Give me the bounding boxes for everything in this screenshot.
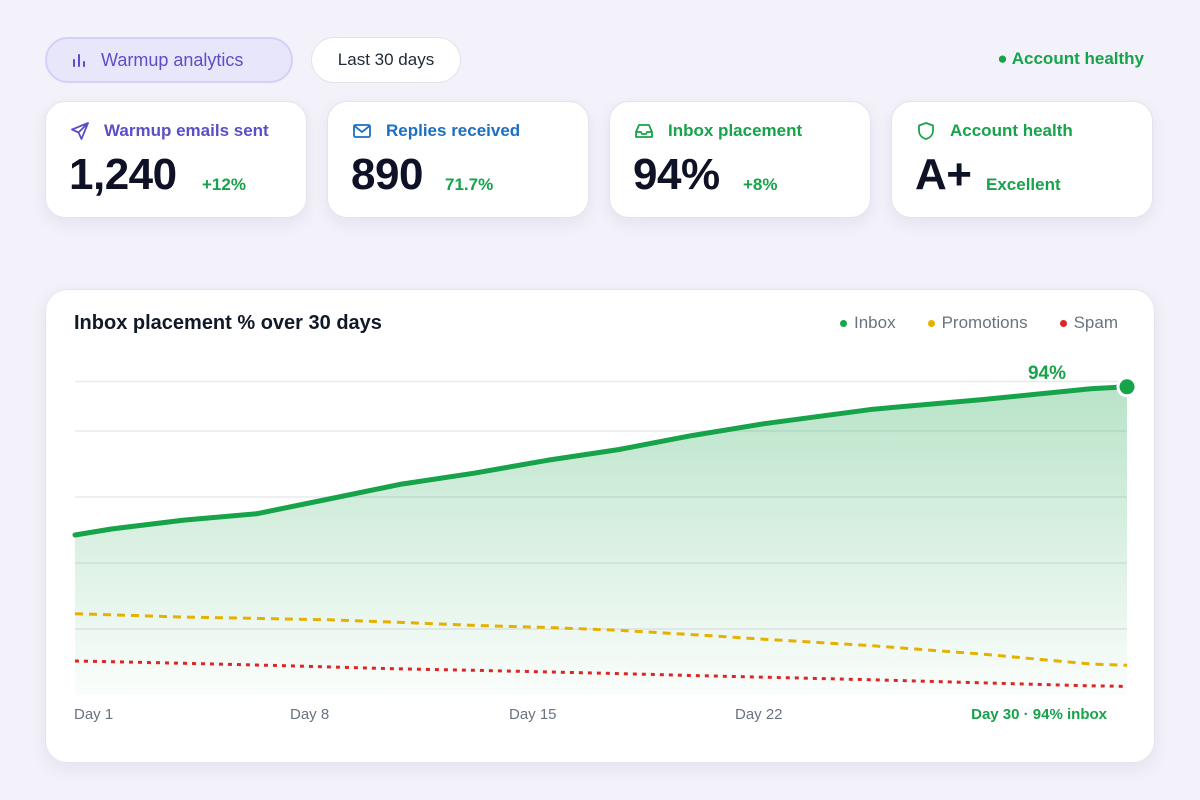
- legend-dot: [927, 319, 935, 327]
- x-axis-label: Day 15: [509, 706, 557, 723]
- shield-icon: [916, 121, 936, 141]
- stat-delta: Excellent: [986, 175, 1061, 194]
- series-area-inbox: [75, 386, 1127, 695]
- legend-item-inbox: Inbox: [840, 313, 896, 333]
- stat-value: 1,240: [69, 150, 177, 199]
- stat-label: Inbox placement: [668, 121, 803, 140]
- series-line-inbox: [72, 384, 1130, 538]
- x-axis-end-label: Day 30 · 94% inbox: [971, 706, 1107, 723]
- send-icon: [70, 121, 90, 141]
- warmup-analytics-tab[interactable]: Warmup analytics: [45, 37, 293, 83]
- stat-label: Account health: [950, 121, 1073, 140]
- x-axis-label: Day 22: [735, 706, 783, 723]
- date-range-label: Last 30 days: [337, 50, 435, 69]
- chart-plot: 94%: [72, 363, 1138, 695]
- inbox-placement-chart-card: Inbox placement % over 30 days Inbox Pro…: [45, 289, 1155, 763]
- mail-icon: [352, 121, 372, 141]
- stat-card-inbox-placement: Inbox placement 94% +8%: [609, 101, 871, 218]
- date-range-selector[interactable]: Last 30 days: [311, 37, 461, 83]
- warmup-analytics-label: Warmup analytics: [101, 49, 244, 70]
- legend-label: Promotions: [941, 313, 1028, 332]
- stat-card-emails-sent: Warmup emails sent 1,240 +12%: [45, 101, 307, 218]
- inbox-end-value-label: 94%: [1028, 363, 1066, 384]
- stat-label: Replies received: [386, 121, 521, 140]
- series-line-promotions: [74, 612, 1128, 667]
- stat-delta: +8%: [743, 175, 778, 194]
- stat-delta: 71.7%: [445, 175, 494, 194]
- inbox-icon: [634, 121, 654, 141]
- inbox-end-point: [1116, 376, 1138, 398]
- stat-value: 94%: [633, 150, 720, 199]
- legend-label: Spam: [1073, 313, 1118, 332]
- stat-value: A+: [915, 150, 972, 199]
- stat-label: Warmup emails sent: [104, 121, 269, 140]
- chart-legend: Inbox Promotions Spam: [808, 313, 1118, 333]
- chart-title: Inbox placement % over 30 days: [74, 312, 382, 334]
- legend-item-promotions: Promotions: [927, 313, 1028, 333]
- series-line-spam: [74, 659, 1128, 688]
- legend-dot: [840, 319, 847, 327]
- x-axis-label: Day 1: [74, 706, 114, 723]
- stat-value: 890: [351, 150, 423, 199]
- x-axis-label: Day 8: [290, 706, 330, 723]
- stat-delta: +12%: [202, 175, 246, 194]
- bar-chart-icon: [69, 50, 89, 70]
- legend-item-spam: Spam: [1059, 313, 1118, 333]
- legend-label: Inbox: [854, 313, 896, 332]
- stat-card-account-health: Account health A+ Excellent: [891, 101, 1153, 218]
- stat-card-replies: Replies received 890 71.7%: [327, 101, 589, 218]
- legend-dot: [1059, 319, 1067, 327]
- account-status-indicator: ● Account healthy: [997, 49, 1144, 68]
